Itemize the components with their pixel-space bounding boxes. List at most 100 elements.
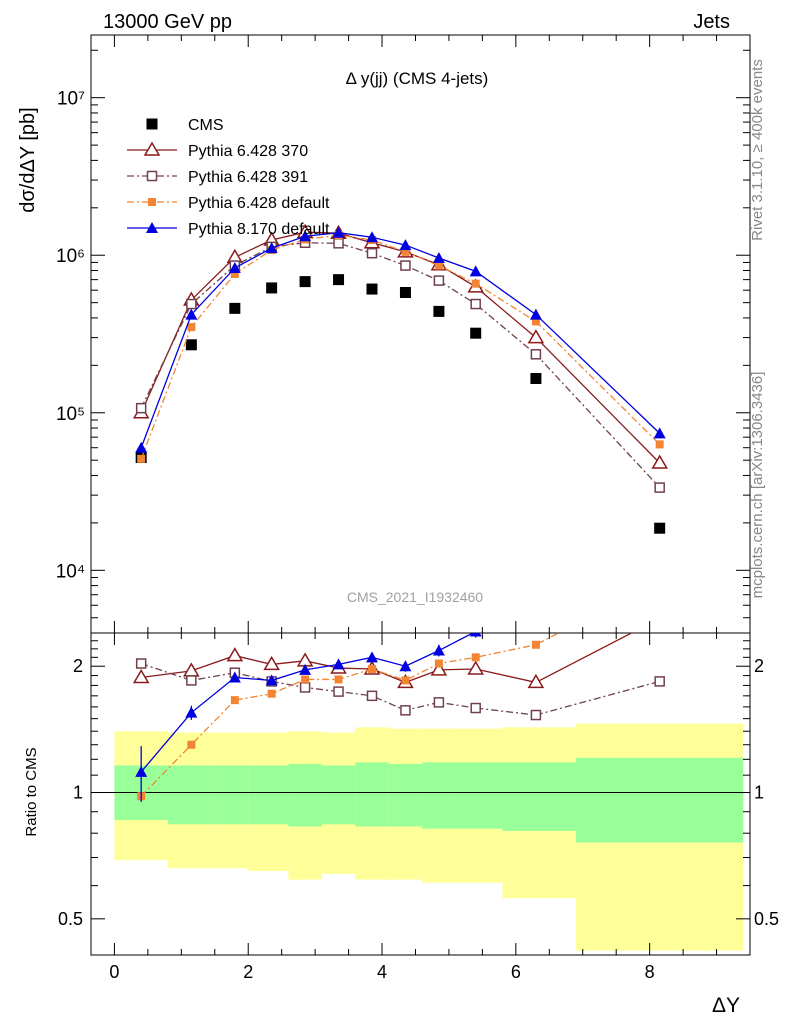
ratio-series-pythia-6-428-391-point (333, 686, 344, 697)
main-series-cms-point (185, 339, 197, 351)
ratio-ytick-label: 0.5 (58, 909, 83, 929)
band-green-10 (502, 762, 577, 831)
legend-label-pythia-8-170-default: Pythia 8.170 default (188, 221, 330, 238)
side-label-bottom: mcplots.cern.ch [arXiv:1306.3436] (749, 372, 766, 599)
ratio-series-pythia-6-428-370-point (132, 669, 150, 684)
main-series-pythia-8-170-default-point (365, 231, 378, 243)
main-series-cms (135, 274, 666, 534)
ratio-series-pythia-8-170-default-point (185, 706, 198, 718)
ratio-series-pythia-6-428-default-point (471, 653, 480, 662)
main-series-pythia-6-428-391-point (400, 260, 411, 271)
band-green-11 (576, 757, 744, 843)
watermark-label: CMS_2021_I1932460 (347, 589, 483, 605)
ratio-series-pythia-8-170-default-line (140, 633, 475, 773)
main-series-pythia-6-428-391-line (140, 242, 661, 489)
main-series-cms-point (266, 282, 278, 294)
ratio-series-pythia-6-428-default-point (656, 577, 664, 585)
side-label-top: Rivet 3.1.10, ≥ 400k events (749, 59, 766, 241)
ratio-series-pythia-8-170-default-point (135, 765, 148, 777)
main-ytick-label: 10⁵ (56, 404, 85, 425)
main-series-pythia-8-170-default-point (653, 427, 666, 439)
main-series-cms-point (470, 327, 482, 339)
main-series-pythia-6-428-391-point (530, 349, 542, 360)
main-series-pythia-8-170-default-point (399, 239, 412, 251)
main-series-pythia-6-428-370-point (651, 454, 668, 469)
ratio-series-pythia-6-428-default-point (267, 689, 276, 698)
main-series-pythia-6-428-391-point (366, 247, 378, 259)
ratio-ytick-label: 2 (73, 656, 83, 676)
ratio-series-pythia-8-170-default-point (654, 534, 666, 545)
main-series-pythia-8-170-default-point (299, 230, 312, 242)
legend-marker-pythia-6-428-370 (143, 141, 161, 156)
ratio-xlabel: ΔY (712, 994, 740, 1017)
main-series-cms-point (399, 286, 411, 298)
main-series-layer (132, 223, 668, 534)
main-series-pythia-6-428-391-point (186, 298, 197, 310)
ratio-xtick-label: 2 (243, 962, 253, 982)
ratio-xtick-label: 8 (645, 962, 655, 982)
main-series-cms-point (333, 274, 345, 286)
main-series-pythia-8-170-default-point (228, 261, 241, 273)
main-series-cms-point (229, 302, 241, 314)
ratio-series-pythia-8-170-default-point (530, 606, 542, 617)
main-series-cms-point (299, 276, 311, 288)
legend-label-cms: CMS (188, 117, 224, 134)
ratio-ytick-label-right: 0.5 (754, 909, 779, 929)
main-series-pythia-6-428-default-point (531, 317, 540, 326)
main-series-pythia-6-428-default-point (434, 261, 443, 270)
main-ytick-label: 10⁴ (56, 561, 85, 582)
main-series-pythia-8-170-default-line (140, 232, 661, 448)
ratio-series-pythia-6-428-391-point (654, 676, 665, 687)
main-series-pythia-8-170-default-point (135, 441, 148, 453)
band-green-7 (388, 763, 423, 827)
ratio-bands (114, 723, 744, 951)
band-green-8 (422, 762, 456, 829)
ratio-series-pythia-6-428-default-point (434, 659, 443, 668)
main-series-pythia-6-428-391-point (654, 482, 665, 493)
ratio-series-pythia-6-428-370-point (183, 662, 200, 677)
main-series-pythia-6-428-391-point (333, 238, 344, 249)
main-title: Δ y(jj) (CMS 4-jets) (346, 69, 489, 88)
ratio-series-pythia-6-428-391-point (135, 658, 147, 669)
legend-marker-pythia-6-428-391 (146, 170, 158, 182)
ratio-ylabel: Ratio to CMS (23, 747, 40, 836)
main-series-pythia-6-428-370-line (140, 231, 661, 464)
band-green-2 (214, 765, 249, 825)
legend-marker-pythia-8-170-default (146, 222, 158, 233)
main-series-pythia-6-428-default-point (401, 247, 410, 256)
legend-label-pythia-6-428-370: Pythia 6.428 370 (188, 143, 308, 160)
ratio-xtick-label: 0 (109, 962, 119, 982)
ratio-series-pythia-6-428-370-point (467, 660, 485, 675)
ratio-series-layer (132, 534, 666, 802)
main-plot-panel: 10⁴ 10⁵ 10⁶ 10⁷ (56, 34, 751, 634)
ratio-series-pythia-6-428-370-point (263, 655, 280, 671)
main-series-pythia-8-170-default (135, 226, 666, 453)
main-series-pythia-6-428-391-point (433, 275, 445, 286)
main-ytick-label: 10⁷ (57, 89, 85, 110)
ratio-series-pythia-6-428-370-line (141, 633, 633, 684)
main-series-pythia-8-170-default-point (529, 308, 542, 320)
ratio-series-pythia-6-428-391-point (366, 690, 378, 702)
legend-label-pythia-6-428-391: Pythia 6.428 391 (188, 169, 308, 186)
ratio-series-pythia-6-428-default-point (334, 675, 343, 684)
main-series-pythia-6-428-default-point (230, 270, 239, 279)
ratio-series-pythia-6-428-default-point (301, 675, 310, 684)
ratio-series-pythia-6-428-default-point (230, 696, 239, 705)
ratio-series-pythia-6-428-default-line (140, 633, 560, 797)
ratio-xtick-label: 6 (511, 962, 521, 982)
main-series-pythia-8-170-default-point (265, 242, 278, 254)
ratio-series-pythia-8-170-default-point (299, 663, 312, 675)
ratio-series-pythia-8-170-default-point (365, 651, 378, 663)
ratio-series-pythia-6-428-370-point (226, 647, 244, 662)
ratio-series-pythia-6-428-default-point (367, 664, 376, 673)
ratio-series-pythia-8-170-default-point (432, 644, 445, 656)
ratio-series-pythia-6-428-391 (135, 658, 665, 721)
main-series-cms-point (654, 522, 666, 534)
band-green-1 (167, 765, 215, 825)
main-series-cms-point (530, 373, 542, 385)
header-right-label: Jets (693, 11, 730, 33)
main-ytick-label: 10⁶ (56, 246, 85, 267)
main-series-pythia-6-428-default-point (471, 279, 480, 288)
ratio-series-pythia-6-428-default-point (401, 676, 410, 685)
